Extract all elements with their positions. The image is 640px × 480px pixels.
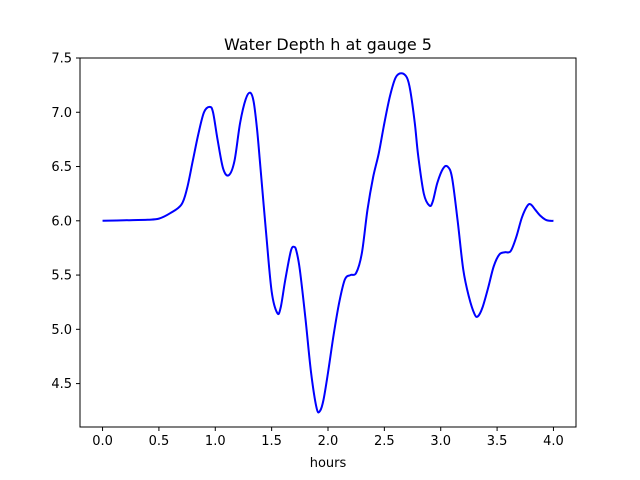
x-tick-label: 2.5 [374, 434, 395, 449]
x-tick-label: 2.0 [318, 434, 339, 449]
y-axis-ticks: 4.5 5.0 5.5 6.0 6.5 7.0 7.5 [51, 52, 80, 392]
y-tick-label: 5.0 [51, 323, 72, 338]
x-tick-label: 4.0 [543, 434, 564, 449]
plot-frame [79, 57, 577, 428]
y-tick-label: 7.0 [51, 106, 72, 121]
plot-area [102, 72, 554, 414]
x-tick-label: 1.5 [261, 434, 282, 449]
y-tick-label: 5.5 [51, 269, 72, 284]
y-tick-label: 6.5 [51, 160, 72, 175]
chart-title: Water Depth h at gauge 5 [224, 35, 432, 54]
y-tick-label: 7.5 [51, 52, 72, 67]
y-tick-label: 4.5 [51, 377, 72, 392]
x-tick-label: 3.5 [487, 434, 508, 449]
x-axis-label: hours [310, 456, 347, 471]
x-tick-label: 1.0 [205, 434, 226, 449]
x-tick-label: 0.5 [149, 434, 170, 449]
x-tick-label: 0.0 [92, 434, 113, 449]
x-axis-ticks: 0.0 0.5 1.0 1.5 2.0 2.5 3.0 3.5 4.0 [92, 427, 564, 449]
y-tick-label: 6.0 [51, 214, 72, 229]
x-tick-label: 3.0 [430, 434, 451, 449]
series-line [102, 72, 554, 414]
